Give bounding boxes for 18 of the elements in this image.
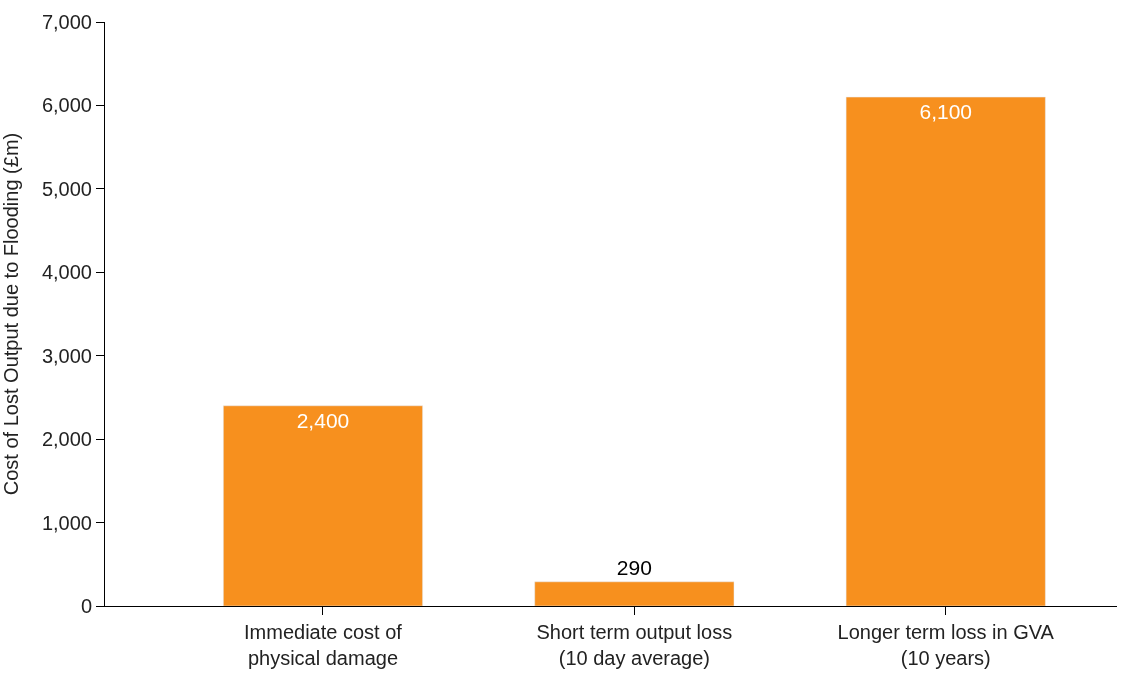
data-label: 6,100: [919, 100, 973, 124]
y-tick-label: 3,000: [41, 344, 92, 367]
y-tick-label: 4,000: [41, 261, 92, 284]
y-tick-label: 5,000: [41, 177, 92, 200]
y-tick-label: 6,000: [41, 94, 92, 117]
data-label: 2,400: [296, 408, 350, 432]
y-tick-label: 1,000: [41, 511, 92, 534]
x-tick-label: Immediate cost of physical damage: [244, 621, 403, 669]
y-tick-label: 0: [80, 595, 92, 617]
bar: [534, 581, 735, 606]
bar: [845, 96, 1046, 606]
y-tick-label: 7,000: [41, 11, 92, 33]
y-axis-title: Cost of Lost Output due to Flooding (£m): [0, 132, 22, 496]
x-tick-label: Short term output loss (10 day average): [536, 621, 733, 669]
x-tick-label: Longer term loss in GVA (10 years): [837, 621, 1055, 669]
y-tick-label: 2,000: [41, 428, 92, 451]
data-label: 290: [616, 555, 652, 579]
bar: [223, 405, 423, 606]
